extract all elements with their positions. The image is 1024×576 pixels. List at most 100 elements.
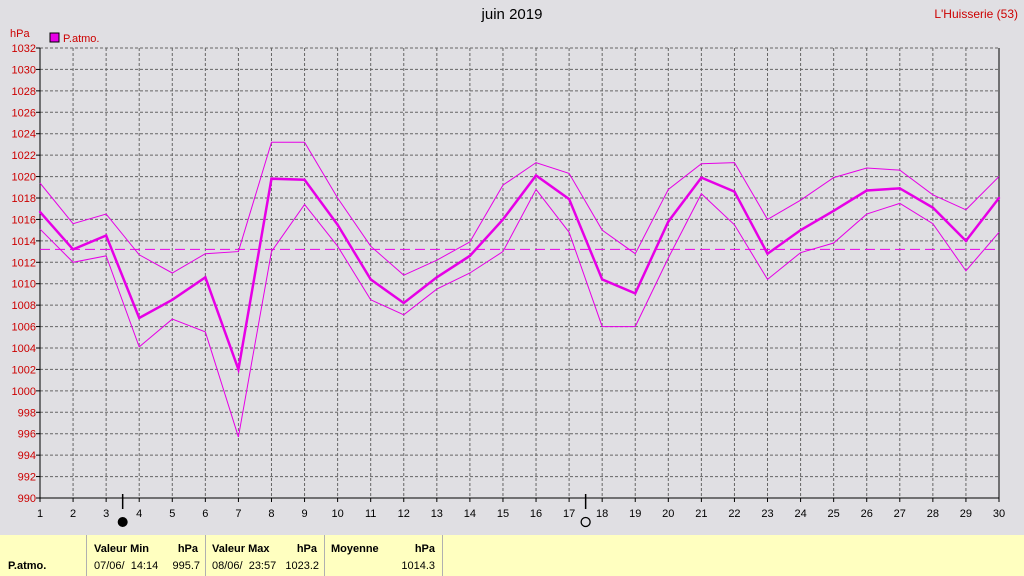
min-value: 995.7 xyxy=(172,560,200,572)
data-point xyxy=(733,190,736,193)
y-tick-label: 1024 xyxy=(12,129,36,141)
stats-footer: P.atmo. Valeur Min hPa 07/06/ 14:14 995.… xyxy=(0,535,1024,576)
data-point xyxy=(501,218,505,221)
x-tick-label: 22 xyxy=(728,508,740,520)
y-tick-label: 1012 xyxy=(12,257,36,269)
y-tick-label: 1022 xyxy=(12,150,36,162)
y-tick-label: 1006 xyxy=(12,322,36,334)
x-tick-label: 7 xyxy=(235,508,241,520)
data-point xyxy=(138,316,141,320)
series-line-mean xyxy=(39,173,1000,375)
station-label: L'Huisserie (53) xyxy=(934,7,1018,21)
x-tick-label: 1 xyxy=(37,508,43,520)
max-value: 1023.2 xyxy=(285,560,319,572)
x-tick-label: 12 xyxy=(398,508,410,520)
pressure-chart: 9909929949969981000100210041006100810101… xyxy=(10,28,1005,528)
legend-swatch xyxy=(49,32,60,43)
data-point xyxy=(667,220,670,223)
max-unit: hPa xyxy=(296,543,317,555)
data-point xyxy=(237,368,240,371)
x-tick-label: 29 xyxy=(960,508,972,520)
y-tick-label: 996 xyxy=(18,429,36,441)
y-tick-label: 1028 xyxy=(12,86,36,98)
full-moon-icon xyxy=(580,516,591,528)
y-tick-label: 998 xyxy=(18,407,36,419)
x-tick-label: 5 xyxy=(169,508,175,520)
x-tick-label: 14 xyxy=(464,508,476,520)
y-tick-label: 1008 xyxy=(12,300,36,312)
data-point xyxy=(104,234,108,237)
data-point xyxy=(204,276,207,279)
x-tick-label: 18 xyxy=(596,508,608,520)
x-tick-label: 13 xyxy=(431,508,443,520)
x-tick-label: 17 xyxy=(563,508,575,520)
series-line-max xyxy=(39,141,1000,276)
y-tick-label: 1020 xyxy=(12,172,36,184)
y-tick-label: 1030 xyxy=(12,64,36,76)
data-point xyxy=(964,239,968,243)
y-tick-label: 1014 xyxy=(12,236,36,248)
x-tick-label: 4 xyxy=(136,508,142,520)
data-point xyxy=(171,298,174,301)
x-tick-label: 2 xyxy=(70,508,76,520)
series-line-min xyxy=(39,188,1000,438)
x-tick-label: 27 xyxy=(894,508,906,520)
y-tick-label: 1018 xyxy=(12,193,36,205)
y-tick-label: 1026 xyxy=(12,107,36,119)
x-tick-label: 6 xyxy=(202,508,208,520)
avg-stat-cell: Moyenne hPa 1014.3 xyxy=(325,535,443,576)
data-point xyxy=(832,209,835,213)
max-date: 08/06/ 23:57 xyxy=(212,560,277,572)
y-tick-label: 992 xyxy=(18,472,36,484)
avg-value: 1014.3 xyxy=(401,560,435,572)
data-point xyxy=(303,178,306,181)
x-tick-label: 11 xyxy=(365,508,376,520)
max-stat-cell: Valeur Max hPa 08/06/ 23:57 1023.2 xyxy=(206,535,325,576)
min-unit: hPa xyxy=(177,543,198,555)
x-tick-label: 8 xyxy=(268,508,274,520)
y-tick-label: 1000 xyxy=(12,386,36,398)
x-tick-label: 9 xyxy=(301,508,307,520)
y-tick-label: 990 xyxy=(18,493,36,505)
data-point xyxy=(468,254,472,258)
data-point xyxy=(38,210,42,214)
data-point xyxy=(865,189,868,192)
x-tick-label: 25 xyxy=(828,508,840,520)
data-point xyxy=(898,187,901,190)
x-tick-label: 10 xyxy=(331,508,343,520)
min-stat-cell: Valeur Min hPa 07/06/ 14:14 995.7 xyxy=(87,535,206,576)
x-tick-label: 24 xyxy=(794,508,806,520)
data-point xyxy=(766,252,769,255)
avg-header: Moyenne xyxy=(331,543,379,555)
min-date: 07/06/ 14:14 xyxy=(94,560,159,572)
min-header: Valeur Min xyxy=(94,543,150,555)
max-header: Valeur Max xyxy=(212,543,270,555)
x-tick-label: 16 xyxy=(530,508,542,520)
y-tick-label: 994 xyxy=(18,450,36,462)
data-point xyxy=(634,292,637,295)
x-tick-label: 15 xyxy=(497,508,509,520)
y-tick-label: 1016 xyxy=(12,214,36,226)
data-point xyxy=(71,248,75,251)
plot-area xyxy=(40,48,999,498)
x-tick-label: 23 xyxy=(761,508,773,520)
data-point xyxy=(336,223,339,226)
chart-title: juin 2019 xyxy=(481,6,543,23)
y-unit-label: hPa xyxy=(10,28,30,40)
stats-row-label: P.atmo. xyxy=(8,560,47,572)
x-tick-label: 30 xyxy=(993,508,1005,520)
legend-label: P.atmo. xyxy=(63,33,100,45)
data-point xyxy=(270,177,273,180)
data-point xyxy=(700,176,703,179)
stats-row-label-cell: P.atmo. xyxy=(0,535,87,576)
avg-unit: hPa xyxy=(414,543,435,555)
data-point xyxy=(997,196,1001,200)
data-point xyxy=(567,197,571,201)
data-point xyxy=(402,301,405,305)
x-tick-label: 28 xyxy=(927,508,939,520)
data-point xyxy=(600,278,604,281)
x-tick-label: 19 xyxy=(629,508,641,520)
y-tick-label: 1004 xyxy=(12,343,36,355)
new-moon-icon xyxy=(117,517,128,527)
data-point xyxy=(931,206,935,209)
